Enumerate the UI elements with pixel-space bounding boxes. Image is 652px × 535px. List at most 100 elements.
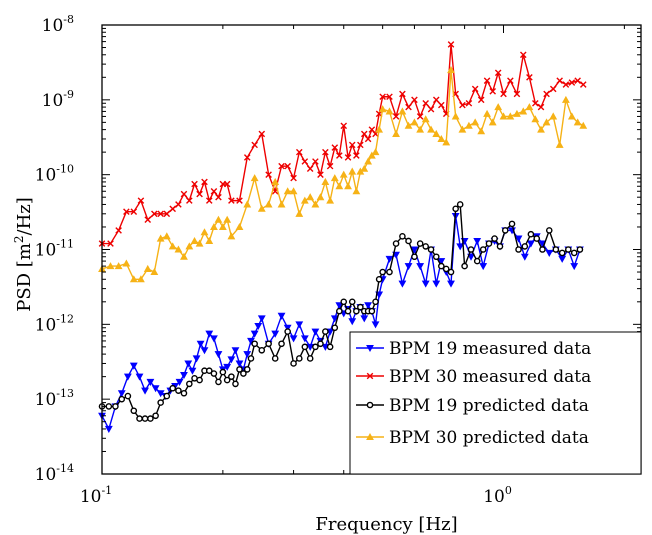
data-point-bpm-30-measured-data [210, 187, 218, 195]
data-point-bpm-30-predicted-data [195, 239, 204, 247]
y-axis-title-main: PSD [m [14, 243, 35, 312]
data-point-bpm-30-measured-data [326, 162, 334, 170]
data-point-bpm-19-measured-data [151, 385, 160, 393]
data-point-bpm-19-predicted-data [326, 343, 334, 351]
data-point-bpm-19-measured-data [271, 330, 280, 338]
data-point-bpm-30-measured-data [543, 90, 550, 98]
data-point-bpm-19-predicted-data [368, 307, 376, 315]
data-point-bpm-30-predicted-data [561, 95, 570, 103]
data-point-bpm-30-predicted-data [437, 134, 446, 142]
data-point-bpm-30-measured-data [201, 178, 208, 186]
data-point-bpm-30-predicted-data [573, 118, 582, 126]
data-point-bpm-30-predicted-data [185, 242, 194, 250]
data-point-bpm-19-measured-data [243, 351, 252, 359]
data-point-bpm-19-predicted-data [379, 268, 386, 276]
data-point-bpm-19-predicted-data [344, 307, 352, 315]
data-point-bpm-19-measured-data [398, 280, 407, 288]
y-tick-label-base: 10 [35, 465, 57, 485]
data-point-bpm-19-measured-data [188, 367, 197, 375]
data-point-bpm-19-measured-data [146, 378, 155, 386]
data-point-bpm-19-predicted-data [427, 246, 435, 253]
data-point-bpm-30-predicted-data [477, 127, 486, 135]
data-point-bpm-30-predicted-data [174, 245, 183, 253]
data-point-bpm-19-predicted-data [312, 343, 319, 351]
data-point-bpm-30-predicted-data [339, 170, 348, 178]
data-point-bpm-19-measured-data [295, 321, 304, 329]
data-point-bpm-19-predicted-data [357, 303, 364, 311]
data-point-bpm-30-predicted-data [364, 157, 373, 165]
data-point-bpm-30-measured-data [306, 165, 314, 173]
data-point-bpm-30-predicted-data [271, 177, 280, 185]
data-point-bpm-30-predicted-data [471, 118, 480, 126]
data-point-bpm-30-measured-data [205, 197, 213, 204]
data-point-bpm-30-measured-data [353, 152, 360, 159]
data-point-bpm-19-measured-data [447, 280, 455, 288]
data-point-bpm-19-measured-data [227, 356, 236, 364]
legend-label-bpm-19-predicted-data: BPM 19 predicted data [389, 396, 589, 416]
y-tick-label-exp: -9 [63, 88, 74, 101]
data-point-bpm-19-predicted-data [105, 403, 113, 410]
data-point-bpm-30-predicted-data [162, 232, 171, 240]
data-point-bpm-30-predicted-data [542, 118, 551, 126]
data-point-bpm-19-measured-data [364, 302, 373, 310]
data-point-bpm-19-predicted-data [186, 380, 193, 388]
data-point-bpm-19-predicted-data [278, 340, 285, 348]
data-point-bpm-30-predicted-data [410, 118, 419, 126]
data-point-bpm-30-predicted-data [218, 222, 227, 230]
data-point-bpm-30-measured-data [175, 201, 182, 208]
data-point-bpm-30-predicted-data [330, 174, 339, 182]
data-point-bpm-30-predicted-data [122, 259, 131, 267]
data-point-bpm-30-measured-data [392, 113, 400, 120]
y-tick-label: 10-11 [35, 238, 74, 261]
data-point-bpm-30-predicted-data [531, 115, 540, 123]
legend-label-bpm-30-measured-data: BPM 30 measured data [389, 367, 591, 387]
data-point-bpm-19-predicted-data [576, 246, 584, 253]
data-point-bpm-19-predicted-data [552, 246, 560, 253]
legend-items: BPM 19 measured data BPM 30 measured data… [356, 339, 591, 448]
data-point-bpm-19-predicted-data [223, 376, 231, 384]
series-bpm-19-predicted-data [98, 201, 584, 422]
data-point-bpm-30-predicted-data [519, 107, 528, 115]
data-point-bpm-19-predicted-data [539, 246, 546, 253]
data-point-bpm-19-predicted-data [290, 360, 297, 367]
data-point-bpm-30-predicted-data [335, 182, 344, 190]
data-point-bpm-19-predicted-data [317, 340, 324, 348]
data-point-bpm-30-measured-data [163, 210, 171, 218]
data-point-bpm-19-measured-data [456, 243, 465, 251]
data-point-bpm-30-measured-data [357, 141, 364, 149]
data-point-bpm-30-predicted-data [214, 215, 223, 223]
data-point-bpm-30-predicted-data [371, 148, 380, 156]
data-point-bpm-30-predicted-data [150, 268, 159, 276]
data-point-bpm-30-measured-data [416, 113, 424, 120]
data-point-bpm-19-measured-data [416, 263, 425, 271]
data-point-bpm-19-measured-data [254, 322, 263, 331]
x-tick-label-exp: -1 [101, 484, 112, 497]
data-point-bpm-30-measured-data [191, 180, 198, 188]
data-point-bpm-30-measured-data [137, 197, 145, 204]
data-point-bpm-19-predicted-data [240, 370, 247, 377]
data-point-bpm-30-measured-data [432, 96, 440, 104]
data-point-bpm-19-measured-data [235, 360, 244, 368]
data-point-bpm-30-predicted-data [168, 242, 177, 250]
legend-marker-bpm-30-measured-data [366, 372, 374, 380]
data-point-bpm-30-predicted-data [385, 107, 394, 115]
data-point-bpm-19-predicted-data [306, 355, 314, 362]
data-point-bpm-30-predicted-data [567, 112, 576, 120]
data-point-bpm-19-predicted-data [301, 343, 309, 351]
data-point-bpm-30-measured-data [322, 148, 329, 156]
data-point-bpm-19-predicted-data [438, 262, 445, 270]
y-tick-label-exp: -11 [56, 238, 74, 251]
data-point-bpm-19-predicted-data [558, 249, 566, 257]
data-point-bpm-19-measured-data [330, 315, 339, 323]
series-bpm-30-measured-data [98, 41, 587, 247]
y-tick-label-exp: -13 [56, 387, 74, 400]
data-point-bpm-30-predicted-data [525, 103, 534, 111]
data-point-bpm-19-predicted-data [180, 389, 188, 397]
data-point-bpm-19-measured-data [117, 390, 126, 398]
data-point-bpm-30-predicted-data [579, 121, 588, 129]
data-point-bpm-19-predicted-data [545, 227, 553, 234]
data-point-bpm-30-measured-data [427, 105, 435, 113]
y-tick-label-base: 10 [35, 315, 57, 335]
data-point-bpm-30-predicted-data [360, 164, 369, 172]
data-point-bpm-30-predicted-data [506, 112, 515, 120]
